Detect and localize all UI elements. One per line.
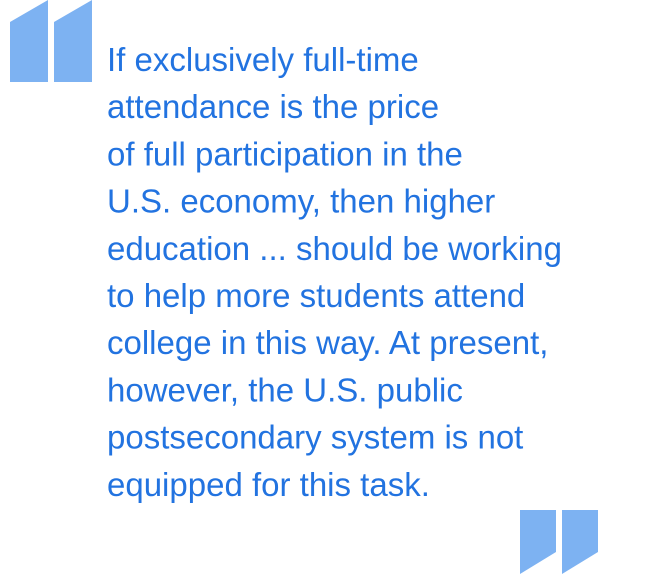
quote-block <box>562 510 598 574</box>
quote-text: If exclusively full-time attendance is th… <box>107 41 562 503</box>
close-quote-mark <box>520 510 598 574</box>
quote-line: equipped for this task. <box>107 466 430 503</box>
quote-block <box>10 0 48 82</box>
quote-block <box>54 0 92 82</box>
quote-line: postsecondary system is not <box>107 419 523 456</box>
quote-line: to help more students attend <box>107 277 525 314</box>
quote-line: If exclusively full-time <box>107 41 419 78</box>
quote-line: of full participation in the <box>107 135 463 172</box>
quote-line: attendance is the price <box>107 88 439 125</box>
open-quote-mark <box>10 0 92 82</box>
quote-line: however, the U.S. public <box>107 371 463 408</box>
quote-line: U.S. economy, then higher <box>107 183 495 220</box>
quote-line: education ... should be working <box>107 230 562 267</box>
quote-block <box>520 510 556 574</box>
quote-line: college in this way. At present, <box>107 324 548 361</box>
